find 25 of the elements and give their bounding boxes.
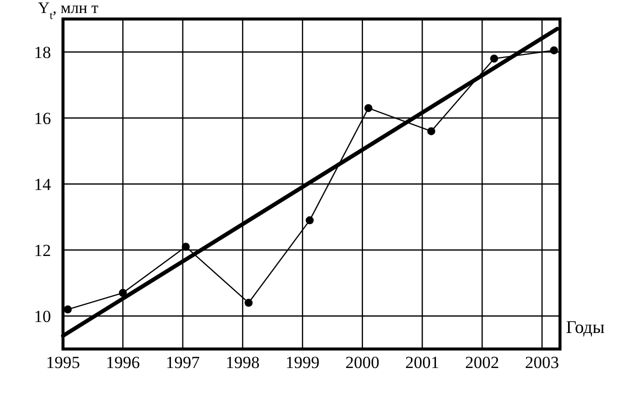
y-tick-label: 18 bbox=[34, 43, 51, 62]
x-tick-label: 2002 bbox=[465, 353, 500, 372]
point bbox=[306, 216, 314, 224]
y-tick-label: 16 bbox=[34, 109, 51, 128]
y-tick-label: 12 bbox=[34, 241, 51, 260]
point bbox=[550, 46, 558, 54]
x-tick-label: 2000 bbox=[345, 353, 380, 372]
x-tick-label: 1999 bbox=[286, 353, 320, 372]
point bbox=[118, 288, 127, 297]
x-tick-label: 1997 bbox=[166, 353, 200, 372]
y-axis-title: Y$_{t}$, млн т bbox=[38, 0, 98, 22]
x-axis-title: Годы bbox=[566, 317, 605, 337]
point bbox=[490, 54, 498, 63]
point bbox=[244, 298, 253, 307]
x-tick-label: 2001 bbox=[405, 353, 440, 372]
point bbox=[64, 305, 72, 314]
point bbox=[364, 104, 372, 112]
x-tick-label: 2003 bbox=[525, 353, 560, 372]
point bbox=[182, 242, 190, 251]
x-tick-label: 1998 bbox=[226, 353, 260, 372]
x-tick-label: 1996 bbox=[106, 353, 140, 372]
y-tick-label: 10 bbox=[34, 307, 51, 326]
x-tick-label: 1995 bbox=[46, 353, 80, 372]
point bbox=[427, 127, 436, 136]
y-tick-label: 14 bbox=[34, 175, 52, 194]
